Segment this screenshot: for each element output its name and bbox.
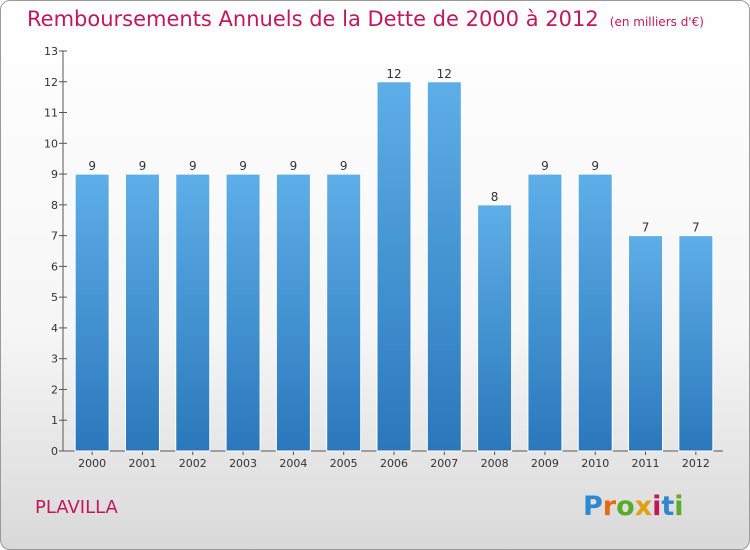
x-tick-label: 2004	[279, 457, 307, 470]
bar-value-label: 12	[386, 67, 401, 81]
x-tick-label: 2001	[128, 457, 156, 470]
bar	[426, 81, 462, 452]
bar	[678, 235, 714, 452]
bar-value-label: 12	[437, 67, 452, 81]
bar	[225, 173, 261, 452]
bar	[124, 173, 160, 452]
x-tick-label: 2010	[581, 457, 609, 470]
chart-unit: (en milliers d'€)	[609, 15, 704, 29]
y-tick-label: 6	[51, 260, 58, 273]
bar	[275, 173, 311, 452]
bar-value-label: 9	[239, 159, 247, 173]
bar-value-label: 9	[591, 159, 599, 173]
bar-value-label: 9	[139, 159, 147, 173]
y-tick-label: 9	[51, 168, 58, 181]
commune-name: PLAVILLA	[35, 497, 118, 518]
bar	[74, 173, 110, 452]
chart-title: Remboursements Annuels de la Dette de 20…	[27, 7, 599, 31]
chart-title-block: Remboursements Annuels de la Dette de 20…	[27, 7, 704, 31]
y-tick-label: 1	[51, 414, 58, 427]
y-tick-label: 10	[44, 137, 58, 150]
bar	[326, 173, 362, 452]
y-tick-label: 5	[51, 291, 58, 304]
y-tick-label: 7	[51, 230, 58, 243]
x-tick-label: 2006	[380, 457, 408, 470]
y-tick-label: 13	[44, 45, 58, 58]
y-tick-label: 2	[51, 383, 58, 396]
proxiti-logo: Proxiti	[583, 491, 684, 522]
y-tick-label: 0	[51, 445, 58, 458]
bar	[577, 173, 613, 452]
x-tick-label: 2007	[430, 457, 458, 470]
x-tick-label: 2009	[531, 457, 559, 470]
bar-value-label: 7	[642, 221, 650, 235]
bar	[527, 173, 563, 452]
x-tick-label: 2000	[78, 457, 106, 470]
y-tick-label: 12	[44, 76, 58, 89]
bar	[175, 173, 211, 452]
x-tick-label: 2011	[632, 457, 660, 470]
bar	[628, 235, 664, 452]
bar-value-label: 9	[88, 159, 96, 173]
bar-value-label: 7	[692, 221, 700, 235]
y-tick-label: 4	[51, 322, 58, 335]
bar-value-label: 9	[189, 159, 197, 173]
x-tick-label: 2003	[229, 457, 257, 470]
bar-value-label: 9	[340, 159, 348, 173]
bar-value-label: 9	[541, 159, 549, 173]
bar-value-label: 9	[290, 159, 298, 173]
y-tick-label: 8	[51, 199, 58, 212]
x-tick-label: 2002	[179, 457, 207, 470]
y-tick-label: 3	[51, 353, 58, 366]
y-tick-label: 11	[44, 107, 58, 120]
x-tick-label: 2008	[481, 457, 509, 470]
bar	[376, 81, 412, 452]
x-tick-label: 2012	[682, 457, 710, 470]
bar	[477, 204, 513, 452]
bar-value-label: 8	[491, 190, 499, 204]
x-tick-label: 2005	[330, 457, 358, 470]
